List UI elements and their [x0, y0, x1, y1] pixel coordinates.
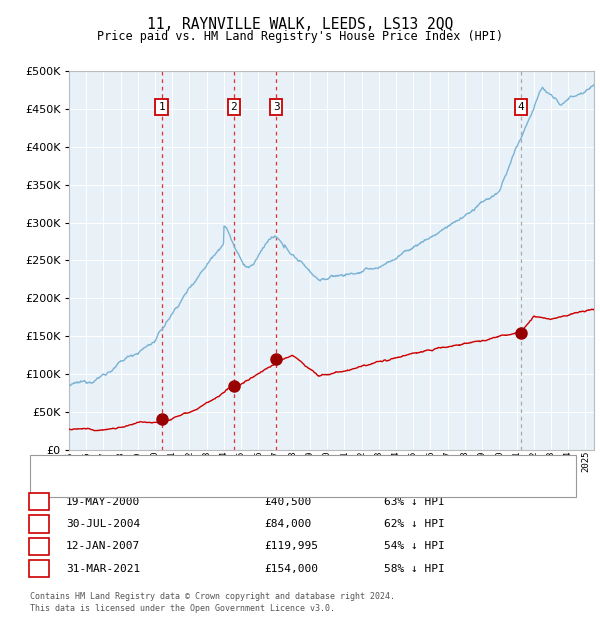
Text: 1: 1	[158, 102, 165, 112]
Text: £84,000: £84,000	[264, 519, 311, 529]
Text: Contains HM Land Registry data © Crown copyright and database right 2024.
This d: Contains HM Land Registry data © Crown c…	[30, 592, 395, 613]
Text: 58% ↓ HPI: 58% ↓ HPI	[384, 564, 445, 574]
Text: £119,995: £119,995	[264, 541, 318, 551]
Text: 1: 1	[35, 497, 43, 507]
Text: £40,500: £40,500	[264, 497, 311, 507]
Text: 54% ↓ HPI: 54% ↓ HPI	[384, 541, 445, 551]
Text: HPI: Average price, detached house, Leeds: HPI: Average price, detached house, Leed…	[105, 481, 351, 491]
Text: 12-JAN-2007: 12-JAN-2007	[66, 541, 140, 551]
Text: 62% ↓ HPI: 62% ↓ HPI	[384, 519, 445, 529]
Text: £154,000: £154,000	[264, 564, 318, 574]
Text: Price paid vs. HM Land Registry's House Price Index (HPI): Price paid vs. HM Land Registry's House …	[97, 30, 503, 43]
Text: 2: 2	[230, 102, 237, 112]
Text: —————: —————	[39, 460, 77, 473]
Text: 4: 4	[35, 564, 43, 574]
Text: —————: —————	[39, 479, 77, 492]
Text: 63% ↓ HPI: 63% ↓ HPI	[384, 497, 445, 507]
Text: 4: 4	[517, 102, 524, 112]
Text: 3: 3	[273, 102, 280, 112]
Text: 11, RAYNVILLE WALK, LEEDS, LS13 2QQ: 11, RAYNVILLE WALK, LEEDS, LS13 2QQ	[147, 17, 453, 32]
Text: 30-JUL-2004: 30-JUL-2004	[66, 519, 140, 529]
Text: 19-MAY-2000: 19-MAY-2000	[66, 497, 140, 507]
Text: 31-MAR-2021: 31-MAR-2021	[66, 564, 140, 574]
Text: 3: 3	[35, 541, 43, 551]
Text: 11, RAYNVILLE WALK, LEEDS, LS13 2QQ (detached house): 11, RAYNVILLE WALK, LEEDS, LS13 2QQ (det…	[105, 461, 417, 471]
Text: 2: 2	[35, 519, 43, 529]
